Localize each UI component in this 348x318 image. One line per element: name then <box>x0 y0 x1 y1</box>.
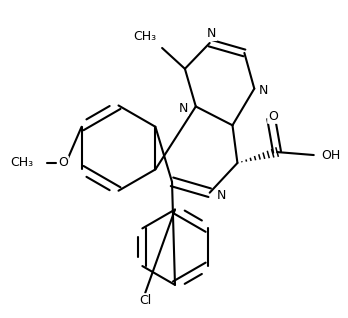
Text: N: N <box>259 84 269 97</box>
Text: N: N <box>179 102 188 115</box>
Text: CH₃: CH₃ <box>134 30 157 43</box>
Text: CH₃: CH₃ <box>10 156 33 169</box>
Text: Cl: Cl <box>139 294 151 307</box>
Text: O: O <box>268 110 278 123</box>
Text: OH: OH <box>322 149 341 162</box>
Text: N: N <box>216 189 226 202</box>
Text: N: N <box>207 27 216 40</box>
Text: O: O <box>58 156 68 169</box>
